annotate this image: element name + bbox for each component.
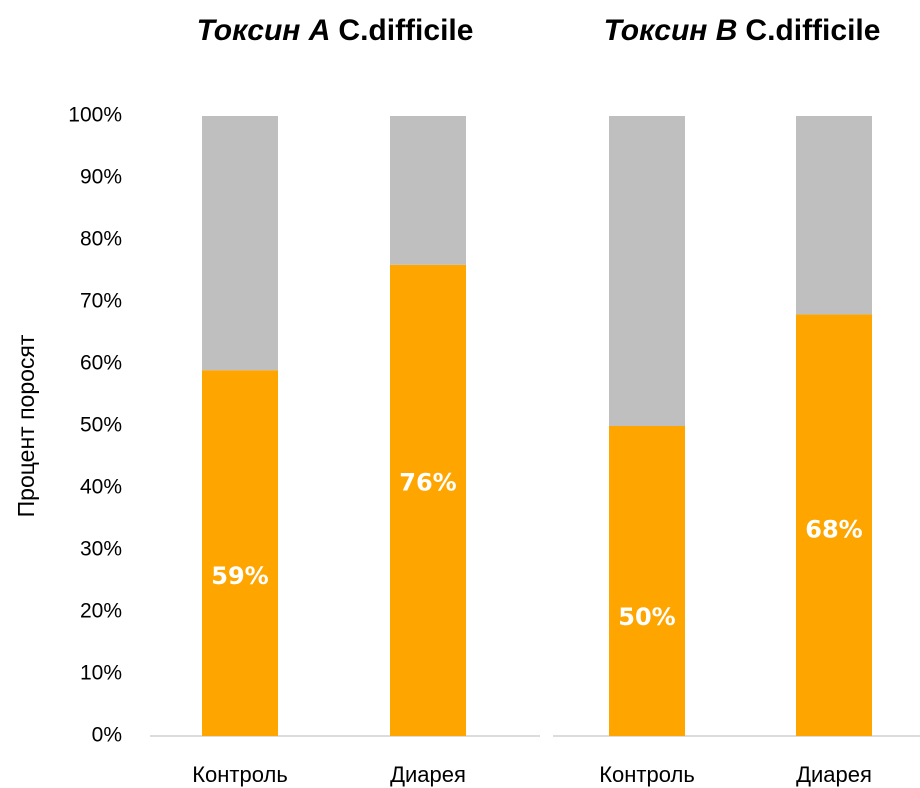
- value-label: 76%: [399, 468, 456, 496]
- y-tick-label: 80%: [80, 228, 122, 251]
- title-part: Токсин B: [604, 14, 738, 47]
- bar-segment: [202, 116, 278, 371]
- chart-title: Токсин A C.difficile: [197, 14, 474, 47]
- x-tick-label: Контроль: [599, 762, 695, 787]
- title-part: C.difficile: [338, 14, 473, 47]
- y-tick-label: 100%: [68, 104, 122, 127]
- y-tick-label: 20%: [80, 600, 122, 623]
- bar-segment: [202, 370, 278, 736]
- value-label: 68%: [805, 515, 862, 543]
- chart-title: Токсин B C.difficile: [604, 14, 881, 47]
- bar-segment: [390, 116, 466, 265]
- bar-segment: [609, 426, 685, 736]
- y-tick-label: 40%: [80, 476, 122, 499]
- bar-segment: [390, 264, 466, 736]
- y-tick-label: 90%: [80, 166, 122, 189]
- bar-segment: [609, 116, 685, 426]
- bar-segment: [796, 314, 872, 736]
- x-tick-label: Диарея: [390, 762, 466, 787]
- y-axis-label: Процент поросят: [13, 334, 39, 517]
- y-tick-label: 70%: [80, 290, 122, 313]
- value-label: 59%: [211, 562, 268, 590]
- y-tick-label: 10%: [80, 662, 122, 685]
- title-part: C.difficile: [745, 14, 880, 47]
- y-tick-label: 50%: [80, 414, 122, 437]
- title-part: Токсин A: [197, 14, 331, 47]
- y-tick-label: 0%: [92, 724, 122, 747]
- y-tick-label: 60%: [80, 352, 122, 375]
- bar-segment: [796, 116, 872, 315]
- value-label: 50%: [618, 603, 675, 631]
- x-tick-label: Контроль: [192, 762, 288, 787]
- y-tick-label: 30%: [80, 538, 122, 561]
- x-tick-label: Диарея: [796, 762, 872, 787]
